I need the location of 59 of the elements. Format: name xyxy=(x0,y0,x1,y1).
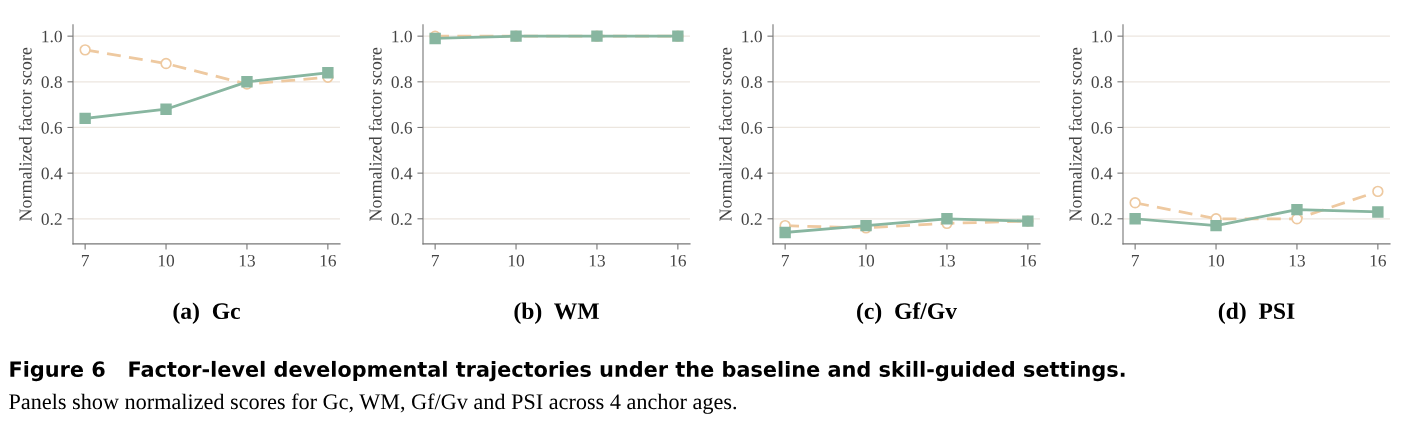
text: (d) PSI xyxy=(1218,302,1295,324)
caption: Figure 6 Factor-level developmental trajectories under the baseline and skill-guided settings. xyxy=(10,360,1125,382)
y-tick-label: 1.0 xyxy=(42,30,62,43)
y-tick-label: 0.6 xyxy=(741,121,763,134)
y-tick-label: 1.0 xyxy=(1092,30,1112,43)
x-tick-label: 7 xyxy=(81,255,89,267)
x-tick-label: 13 xyxy=(939,254,955,267)
point xyxy=(160,57,172,70)
x-tick-label: 7 xyxy=(431,255,439,267)
y-tick-label: 0.6 xyxy=(1091,121,1113,134)
y-axis-title: Normalized factor score xyxy=(368,47,382,222)
point xyxy=(1129,213,1141,225)
y-tick-label: 1.0 xyxy=(392,30,412,43)
x-tick-label: 13 xyxy=(239,254,255,267)
y-tick-label: 1.0 xyxy=(742,30,762,43)
y-axis-title: Normalized factor score xyxy=(1068,47,1082,222)
y-tick-label: 0.2 xyxy=(1091,213,1112,226)
point xyxy=(779,226,791,239)
y-tick-label: 0.4 xyxy=(41,167,63,180)
point xyxy=(79,44,91,56)
text: Panels show normalized scores for Gc, WM, Gf/Gv and PSI across 4 anchor ages. xyxy=(9,393,737,414)
y-tick-label: 0.2 xyxy=(41,213,62,226)
y-tick-label: 0.8 xyxy=(41,76,62,89)
point xyxy=(322,66,334,79)
x-tick-label: 7 xyxy=(1131,255,1139,267)
point xyxy=(941,213,953,225)
y-tick-label: 0.4 xyxy=(391,167,413,180)
y-tick-label: 0.8 xyxy=(391,76,412,89)
point xyxy=(1129,197,1141,209)
x-tick-label: 10 xyxy=(508,254,525,267)
y-tick-label: 0.6 xyxy=(41,121,63,134)
x-tick-label: 16 xyxy=(670,254,687,267)
x-tick-label: 16 xyxy=(320,254,337,267)
y-tick-label: 0.4 xyxy=(1091,167,1113,180)
x-tick-label: 13 xyxy=(589,254,605,267)
x-tick-label: 10 xyxy=(158,254,175,267)
point xyxy=(79,112,91,125)
y-axis-title: Normalized factor score xyxy=(718,47,732,222)
y-tick-label: 0.6 xyxy=(391,121,413,134)
text: (a) Gc xyxy=(173,302,240,324)
point xyxy=(1291,203,1303,216)
point xyxy=(1372,206,1384,218)
y-tick-label: 0.2 xyxy=(741,213,762,226)
y-axis-title: Normalized factor score xyxy=(18,47,32,222)
x-tick-label: 13 xyxy=(1289,254,1305,267)
y-tick-label: 0.8 xyxy=(1091,76,1112,89)
text: (c) Gf/Gv xyxy=(857,302,957,324)
point xyxy=(160,103,172,115)
point xyxy=(1372,185,1384,198)
x-tick-label: 16 xyxy=(1370,254,1387,267)
x-tick-label: 16 xyxy=(1020,254,1037,267)
x-tick-label: 7 xyxy=(781,255,789,267)
x-tick-label: 10 xyxy=(858,254,875,267)
y-tick-label: 0.2 xyxy=(391,213,412,226)
x-tick-label: 10 xyxy=(1208,254,1225,267)
point xyxy=(1210,219,1222,232)
y-tick-label: 0.4 xyxy=(741,167,763,180)
y-tick-label: 0.8 xyxy=(741,76,762,89)
text: (b) WM xyxy=(514,302,599,324)
